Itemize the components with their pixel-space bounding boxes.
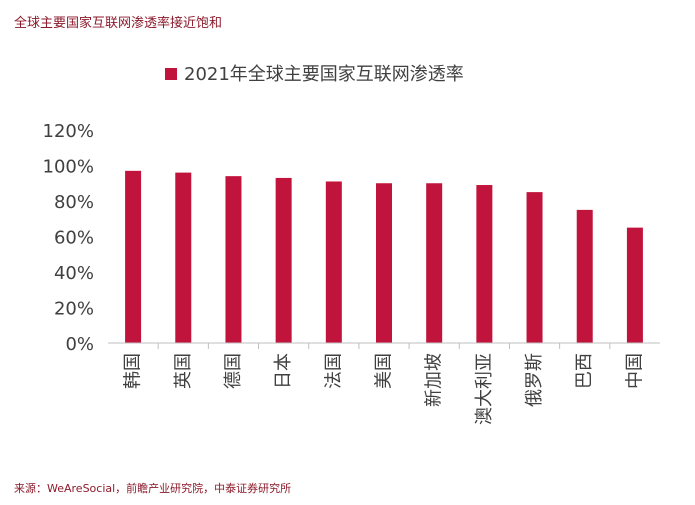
y-tick-label: 100% <box>43 157 94 178</box>
y-tick-label: 120% <box>43 121 94 142</box>
x-tick-label: 法国 <box>323 353 344 389</box>
x-tick-label: 德国 <box>223 353 244 389</box>
chart-legend: 2021年全球主要国家互联网渗透率 <box>165 64 464 85</box>
x-tick-label: 中国 <box>624 353 645 389</box>
x-tick-label: 韩国 <box>123 353 144 389</box>
bar <box>426 183 443 343</box>
bar <box>225 176 242 343</box>
x-tick-label: 日本 <box>273 353 294 389</box>
bar <box>476 185 493 343</box>
y-tick-label: 80% <box>54 192 94 213</box>
bar-series <box>125 170 643 343</box>
bar <box>125 170 142 343</box>
report-title: 全球主要国家互联网渗透率接近饱和 <box>14 16 223 31</box>
bar <box>275 177 292 343</box>
legend-swatch <box>165 68 177 80</box>
bar <box>576 209 593 343</box>
bar <box>626 227 643 343</box>
bar <box>526 192 543 343</box>
x-axis: 韩国 英国 德国 日本 法国 美国 新加坡 澳大利亚 俄罗斯 巴西 中国 <box>108 342 660 425</box>
source-note: 来源：WeAreSocial，前瞻产业研究院，中泰证券研究所 <box>14 482 292 495</box>
x-tick-label: 俄罗斯 <box>524 353 545 407</box>
x-tick-label: 美国 <box>374 353 395 389</box>
x-tick-label: 澳大利亚 <box>474 353 495 425</box>
y-axis: 0% 20% 40% 60% 80% 100% 120% <box>43 121 94 355</box>
x-tick-label: 巴西 <box>574 353 595 389</box>
bar <box>376 183 392 343</box>
y-tick-label: 20% <box>54 299 94 320</box>
y-tick-label: 60% <box>54 228 94 249</box>
bar <box>175 172 192 343</box>
x-tick-label: 新加坡 <box>424 353 445 407</box>
y-tick-label: 0% <box>65 334 94 355</box>
legend-label: 2021年全球主要国家互联网渗透率 <box>184 64 464 85</box>
y-tick-label: 40% <box>54 263 94 284</box>
x-tick-label: 英国 <box>173 353 194 389</box>
bar <box>325 181 342 343</box>
